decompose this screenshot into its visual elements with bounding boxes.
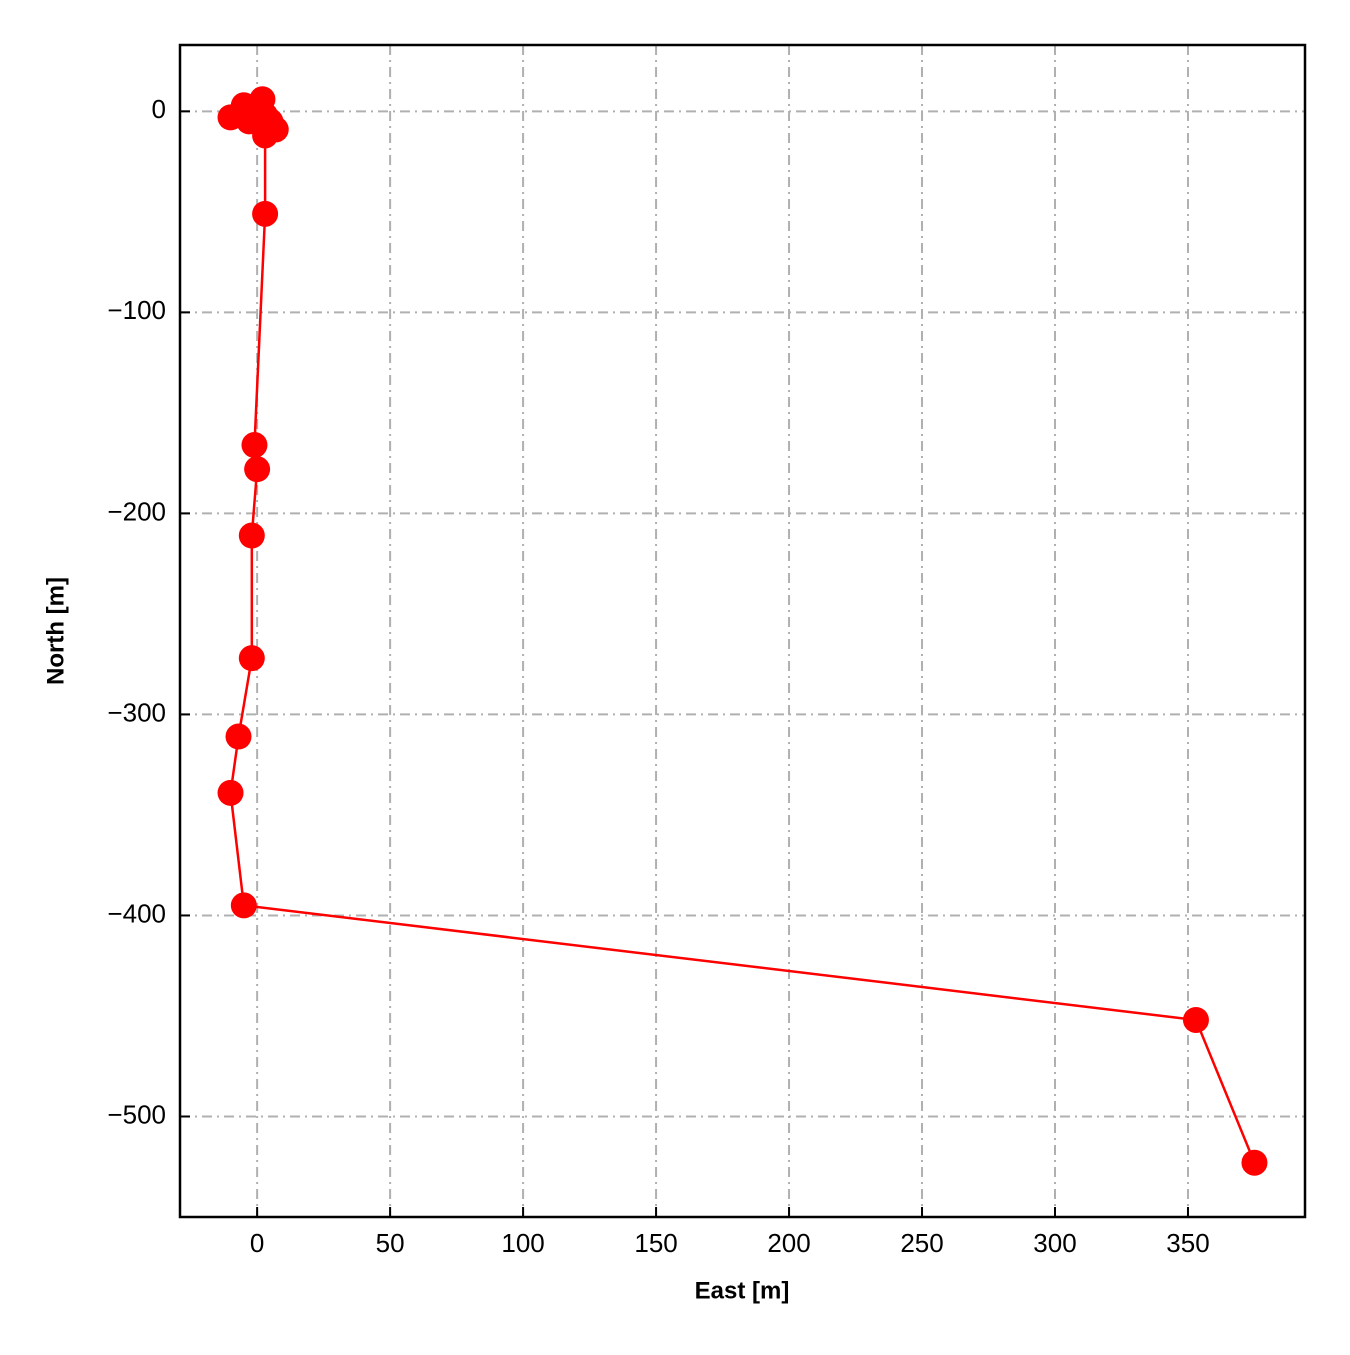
x-tick-label: 250	[900, 1228, 943, 1258]
y-axis-title: North [m]	[42, 577, 69, 685]
point-marker	[217, 779, 244, 806]
point-marker	[252, 122, 279, 149]
y-tick-label: −400	[107, 898, 166, 928]
x-tick-label: 200	[767, 1228, 810, 1258]
point-marker	[252, 200, 279, 227]
y-tick-label: 0	[152, 94, 166, 124]
x-tick-label: 50	[376, 1228, 405, 1258]
x-tick-label: 0	[250, 1228, 264, 1258]
x-tick-label: 100	[501, 1228, 544, 1258]
point-marker	[238, 645, 265, 672]
y-tick-label: −300	[107, 697, 166, 727]
point-marker	[230, 892, 257, 919]
point-marker	[1241, 1149, 1268, 1176]
point-marker	[225, 723, 252, 750]
point-marker	[1182, 1006, 1209, 1033]
x-axis-title: East [m]	[695, 1277, 790, 1304]
x-tick-label: 150	[634, 1228, 677, 1258]
plot-frame	[178, 43, 1307, 1219]
y-tick-label: −200	[107, 496, 166, 526]
x-tick-label: 300	[1033, 1228, 1076, 1258]
point-marker	[241, 432, 268, 459]
point-marker	[238, 522, 265, 549]
point-marker	[244, 456, 271, 483]
y-tick-label: −100	[107, 295, 166, 325]
track-line	[227, 94, 1256, 1164]
x-tick-label: 350	[1166, 1228, 1209, 1258]
y-tick-label: −500	[107, 1099, 166, 1129]
